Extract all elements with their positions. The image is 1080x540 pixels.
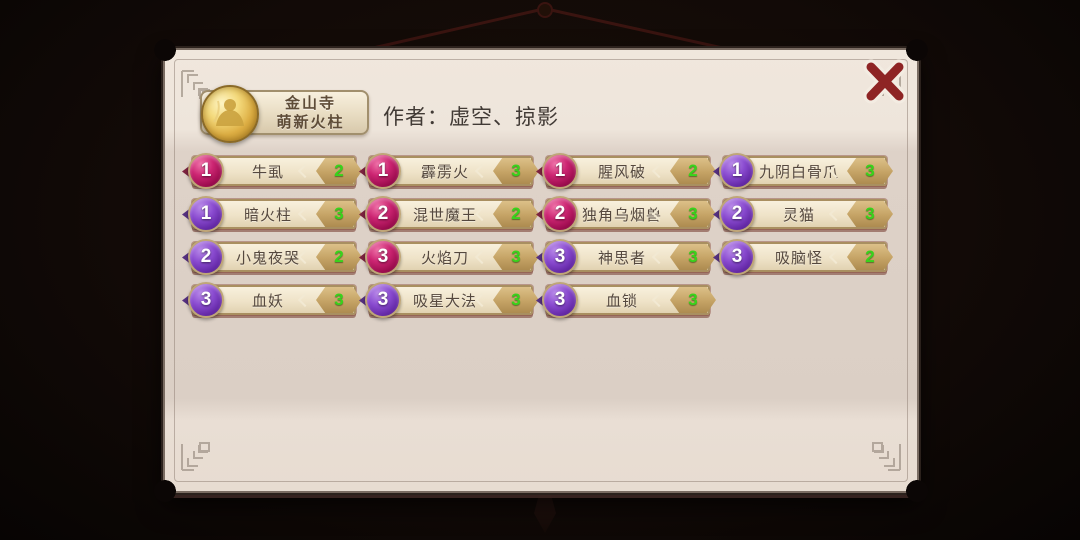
card-name: 腥风破 <box>597 163 646 181</box>
tier-orb: 2 <box>719 196 755 232</box>
tier-orb: 3 <box>719 239 755 275</box>
card-grid: 1 牛虱 2 1 霹雳火 3 1 腥风破 2 1 <box>182 153 893 318</box>
left-chevron-icon <box>536 293 546 308</box>
tier-orb: 3 <box>542 282 578 318</box>
card-name: 血锁 <box>605 292 638 310</box>
left-chevron-icon <box>359 293 369 308</box>
card-name: 神思者 <box>597 249 646 267</box>
tier-orb: 2 <box>188 239 224 275</box>
count-badge: 2 <box>316 244 362 270</box>
card-name: 牛虱 <box>251 163 284 181</box>
meander-ornament-icon <box>181 442 210 471</box>
deck-title-line2: 萌新火柱 <box>276 113 345 131</box>
deck-title-line1: 金山寺 <box>284 94 336 112</box>
left-chevron-icon <box>359 250 369 265</box>
card-item[interactable]: 3 血锁 3 <box>536 282 716 318</box>
tier-orb: 3 <box>365 239 401 275</box>
left-chevron-icon <box>713 250 723 265</box>
card-name: 混世魔王 <box>412 206 477 224</box>
card-item[interactable]: 2 独角乌烟兽 3 <box>536 196 716 232</box>
card-item[interactable]: 3 血妖 3 <box>182 282 362 318</box>
card-name: 火焰刀 <box>420 249 469 267</box>
tassel-decoration <box>534 489 556 533</box>
tier-orb: 1 <box>365 153 401 189</box>
card-item[interactable]: 3 神思者 3 <box>536 239 716 275</box>
left-chevron-icon <box>536 250 546 265</box>
corner-notch <box>906 480 928 502</box>
count-badge: 3 <box>847 201 893 227</box>
tier-orb: 1 <box>719 153 755 189</box>
card-item[interactable]: 1 腥风破 2 <box>536 153 716 189</box>
count-badge: 3 <box>493 158 539 184</box>
count-badge: 2 <box>670 158 716 184</box>
tier-orb: 2 <box>365 196 401 232</box>
card-name: 九阴白骨爪 <box>758 163 839 181</box>
left-chevron-icon <box>182 164 192 179</box>
left-chevron-icon <box>182 207 192 222</box>
card-item[interactable]: 3 吸脑怪 2 <box>713 239 893 275</box>
card-name: 暗火柱 <box>243 206 292 224</box>
count-badge: 3 <box>670 201 716 227</box>
card-name: 独角乌烟兽 <box>581 206 662 224</box>
card-item[interactable]: 1 九阴白骨爪 3 <box>713 153 893 189</box>
tier-orb: 2 <box>542 196 578 232</box>
deck-coin-icon <box>201 85 259 143</box>
meander-ornament-icon <box>872 442 901 471</box>
count-badge: 2 <box>493 201 539 227</box>
close-button[interactable] <box>859 58 911 108</box>
tier-orb: 1 <box>188 196 224 232</box>
card-name: 吸星大法 <box>412 292 477 310</box>
deck-author-text: 作者：虚空、掠影 <box>383 106 559 129</box>
left-chevron-icon <box>536 207 546 222</box>
card-item[interactable]: 2 灵猫 3 <box>713 196 893 232</box>
count-badge: 3 <box>316 201 362 227</box>
card-item[interactable]: 1 牛虱 2 <box>182 153 362 189</box>
card-name: 霹雳火 <box>420 163 469 181</box>
tier-orb: 1 <box>188 153 224 189</box>
card-name: 吸脑怪 <box>774 249 823 267</box>
close-x-icon <box>863 59 907 104</box>
left-chevron-icon <box>536 164 546 179</box>
count-badge: 3 <box>670 244 716 270</box>
card-name: 灵猫 <box>782 206 815 224</box>
corner-notch <box>154 480 176 502</box>
left-chevron-icon <box>359 164 369 179</box>
tier-orb: 3 <box>365 282 401 318</box>
left-chevron-icon <box>713 164 723 179</box>
card-item[interactable]: 3 吸星大法 3 <box>359 282 539 318</box>
left-chevron-icon <box>359 207 369 222</box>
count-badge: 2 <box>847 244 893 270</box>
tier-orb: 3 <box>542 239 578 275</box>
count-badge: 3 <box>493 244 539 270</box>
left-chevron-icon <box>182 293 192 308</box>
card-item[interactable]: 3 火焰刀 3 <box>359 239 539 275</box>
tier-orb: 3 <box>188 282 224 318</box>
deck-share-panel: 金山寺 萌新火柱 作者：虚空、掠影 <box>154 39 928 502</box>
count-badge: 3 <box>670 287 716 313</box>
card-item[interactable]: 2 小鬼夜哭 2 <box>182 239 362 275</box>
card-item[interactable]: 2 混世魔王 2 <box>359 196 539 232</box>
left-chevron-icon <box>182 250 192 265</box>
left-chevron-icon <box>713 207 723 222</box>
card-item[interactable]: 1 霹雳火 3 <box>359 153 539 189</box>
tier-orb: 1 <box>542 153 578 189</box>
count-badge: 3 <box>316 287 362 313</box>
card-name: 小鬼夜哭 <box>235 249 300 267</box>
card-item[interactable]: 1 暗火柱 3 <box>182 196 362 232</box>
count-badge: 3 <box>493 287 539 313</box>
card-name: 血妖 <box>251 292 284 310</box>
count-badge: 2 <box>316 158 362 184</box>
count-badge: 3 <box>847 158 893 184</box>
